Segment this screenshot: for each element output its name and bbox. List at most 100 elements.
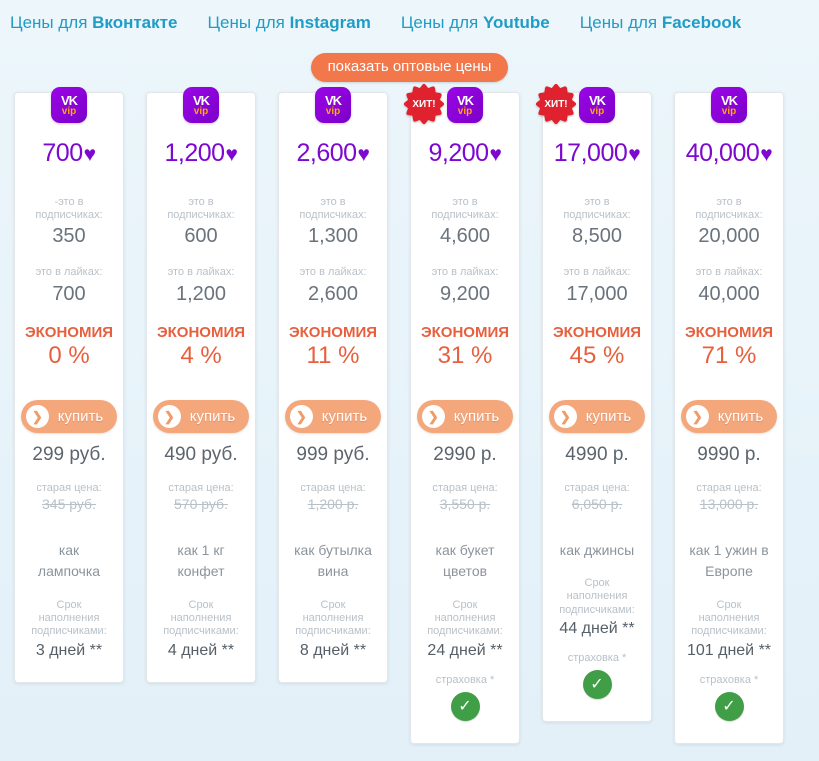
term-value: 3 дней ** [35, 641, 103, 659]
vk-vip-icon: VK vip [711, 87, 747, 123]
buy-button[interactable]: ❯ купить [416, 399, 514, 433]
term-value: 4 дней ** [167, 641, 235, 659]
subscribers-value: 20,000 [698, 225, 760, 248]
chevron-right-icon: ❯ [559, 408, 571, 424]
badge-fold-corner [565, 115, 576, 126]
likes-amount: 17,000♥ [543, 139, 651, 168]
vk-logo-icon: VK [456, 92, 474, 108]
amount-value: 700 [42, 139, 83, 167]
pricing-card-700: VK vip 700♥ -это в подписчиках: 350 это … [14, 87, 124, 683]
hit-label: ХИТ! [412, 98, 436, 110]
heart-icon: ♥ [83, 143, 96, 166]
nav-link-facebook[interactable]: Цены для Facebook [580, 13, 742, 33]
price-comparison: как 1 кг конфет [177, 541, 225, 580]
pricing-cards-row: VK vip 700♥ -это в подписчиках: 350 это … [0, 84, 819, 744]
subscribers-label: это в подписчиках: [563, 196, 631, 222]
buy-label: купить [585, 407, 632, 425]
price-comparison: как джинсы [559, 541, 635, 558]
vip-label: vip [457, 105, 473, 117]
economy-percent: 71 % [701, 341, 757, 369]
economy-label: ЭКОНОМИЯ [24, 323, 114, 341]
buy-button[interactable]: ❯ купить [680, 399, 778, 433]
vk-vip-icon: VK vip [447, 87, 483, 123]
old-price-value: 345 руб. [42, 495, 96, 512]
heart-icon: ♥ [489, 143, 502, 166]
arrow-circle-icon: ❯ [685, 404, 709, 428]
price-comparison: как лампочка [37, 541, 101, 580]
likes-value: 1,200 [175, 282, 227, 305]
economy-percent: 4 % [180, 341, 222, 369]
nav-link-name: Facebook [661, 13, 742, 32]
buy-button[interactable]: ❯ купить [548, 399, 646, 433]
vip-label: vip [193, 105, 209, 117]
vk-vip-icon: VK vip [315, 87, 351, 123]
likes-label: это в лайках: [695, 266, 763, 279]
nav-link-youtube[interactable]: Цены для Youtube [401, 13, 550, 33]
nav-link-prefix: Цены для [400, 13, 483, 32]
current-price: 999 руб. [296, 443, 370, 465]
vip-label: vip [61, 105, 77, 117]
likes-amount: 700♥ [15, 139, 123, 168]
economy-label: ЭКОНОМИЯ [552, 323, 642, 341]
likes-label: это в лайках: [299, 266, 367, 279]
economy-percent: 0 % [48, 341, 90, 369]
card-icon-row: VK vip [15, 87, 123, 123]
arrow-circle-icon: ❯ [157, 404, 181, 428]
nav-link-name: Youtube [482, 13, 550, 32]
term-value: 8 дней ** [299, 641, 367, 659]
likes-label: это в лайках: [35, 266, 103, 279]
card-icon-row: VK vip [279, 87, 387, 123]
vip-label: vip [589, 105, 605, 117]
heart-icon: ♥ [225, 143, 238, 166]
subscribers-value: 600 [184, 225, 218, 248]
price-comparison: как 1 ужин в Европе [689, 541, 769, 580]
subscribers-label: это в подписчиках: [167, 196, 235, 222]
economy-label: ЭКОНОМИЯ [288, 323, 378, 341]
chevron-right-icon: ❯ [427, 408, 439, 424]
subscribers-label: это в подписчиках: [299, 196, 367, 222]
show-wholesale-prices-button[interactable]: показать оптовые цены [310, 53, 509, 82]
vip-label: vip [325, 105, 341, 117]
nav-link-vk[interactable]: Цены для Вконтакте [10, 13, 177, 33]
buy-button[interactable]: ❯ купить [152, 399, 250, 433]
pricing-card-40000: VK vip 40,000♥ это в подписчиках: 20,000… [674, 87, 784, 744]
likes-label: это в лайках: [431, 266, 499, 279]
arrow-circle-icon: ❯ [25, 404, 49, 428]
term-label: Срок наполнения подписчиками: [163, 598, 239, 638]
likes-amount: 9,200♥ [411, 139, 519, 168]
vk-logo-icon: VK [720, 92, 738, 108]
hit-badge: ХИТ! [403, 83, 445, 126]
current-price: 4990 р. [565, 443, 629, 465]
badge-fold-corner [433, 115, 444, 126]
insurance-label: страховка * [699, 673, 759, 686]
buy-label: купить [717, 407, 764, 425]
price-comparison: как букет цветов [435, 541, 495, 580]
likes-value: 40,000 [698, 282, 760, 305]
vk-vip-icon: VK vip [183, 87, 219, 123]
old-price-label: старая цена: [432, 481, 498, 494]
old-price-value: 3,550 р. [439, 495, 491, 512]
buy-button[interactable]: ❯ купить [284, 399, 382, 433]
term-value: 44 дней ** [559, 619, 635, 637]
subscribers-value: 4,600 [439, 225, 491, 248]
subscribers-value: 1,300 [307, 225, 359, 248]
nav-link-instagram[interactable]: Цены для Instagram [207, 13, 370, 33]
term-label: Срок наполнения подписчиками: [295, 598, 371, 638]
buy-button[interactable]: ❯ купить [20, 399, 118, 433]
pricing-card-9200: ХИТ! VK vip 9,200♥ это в подписчиках: 4,… [404, 84, 520, 744]
economy-percent: 31 % [437, 341, 493, 369]
current-price: 490 руб. [164, 443, 238, 465]
economy-percent: 45 % [569, 341, 625, 369]
arrow-circle-icon: ❯ [421, 404, 445, 428]
insurance-check-icon: ✓ [450, 691, 480, 721]
vk-logo-icon: VK [324, 92, 342, 108]
buy-label: купить [321, 407, 368, 425]
economy-label: ЭКОНОМИЯ [420, 323, 510, 341]
likes-value: 9,200 [439, 282, 491, 305]
term-value: 24 дней ** [427, 641, 503, 659]
hit-badge: ХИТ! [535, 83, 577, 126]
vk-logo-icon: VK [588, 92, 606, 108]
heart-icon: ♥ [628, 143, 641, 166]
subscribers-label: это в подписчиках: [431, 196, 499, 222]
hit-label: ХИТ! [544, 98, 568, 110]
